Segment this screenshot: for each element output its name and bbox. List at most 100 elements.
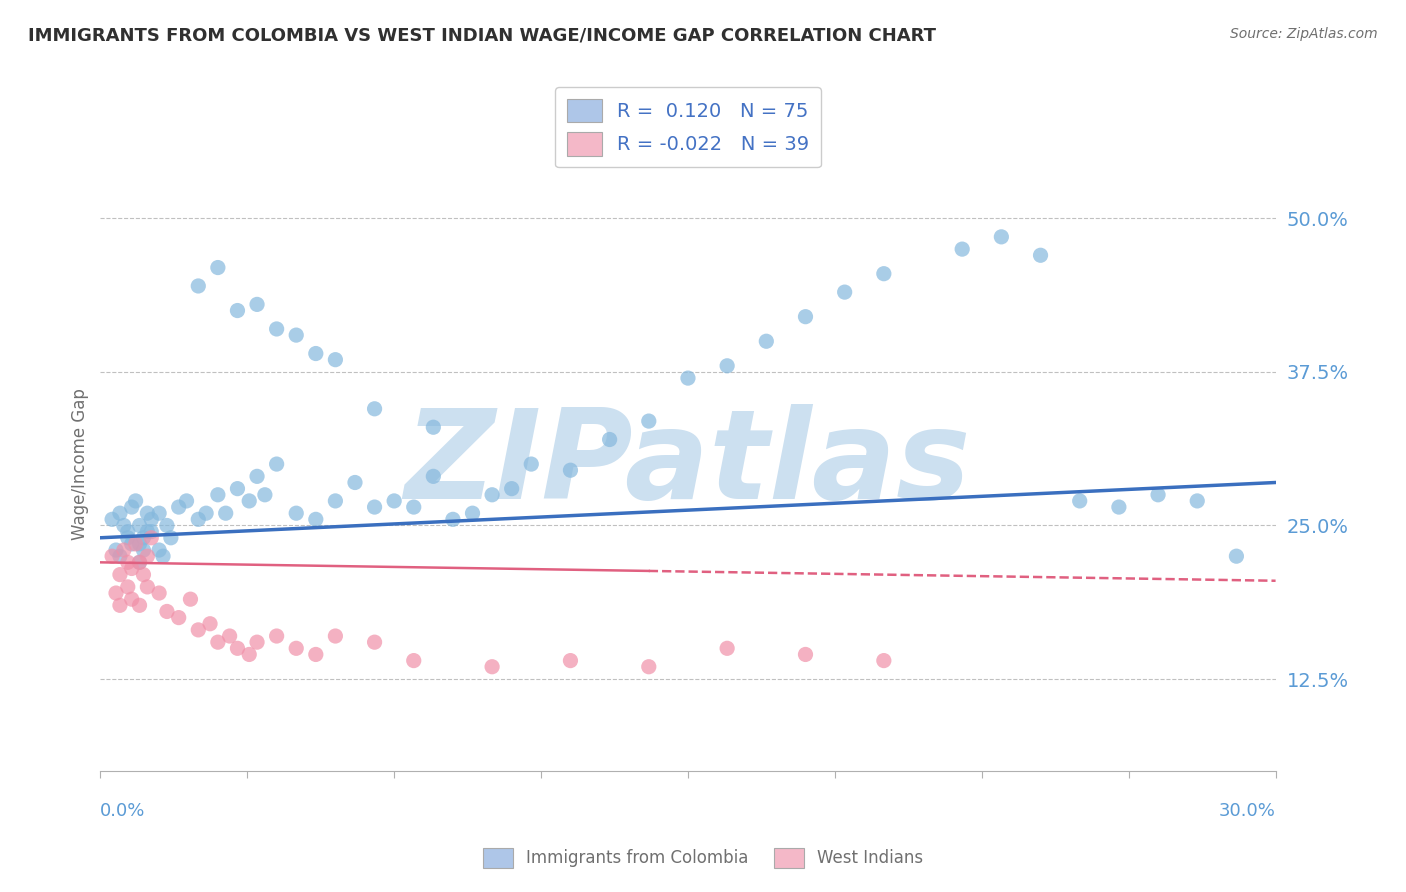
Point: [132, 543, 155, 558]
Point: [218, 629, 240, 643]
Point: [167, 610, 190, 624]
Point: [117, 524, 139, 539]
Point: [112, 518, 135, 533]
Point: [266, 322, 288, 336]
Point: [108, 506, 131, 520]
Point: [285, 506, 308, 520]
Point: [441, 512, 464, 526]
Point: [128, 537, 150, 551]
Point: [195, 506, 218, 520]
Point: [1225, 549, 1247, 564]
Point: [105, 543, 128, 558]
Point: [198, 616, 221, 631]
Point: [128, 555, 150, 569]
Point: [121, 592, 143, 607]
Point: [501, 482, 523, 496]
Point: [136, 549, 159, 564]
Point: [794, 648, 817, 662]
Point: [207, 488, 229, 502]
Point: [160, 531, 183, 545]
Point: [136, 580, 159, 594]
Point: [755, 334, 778, 349]
Point: [207, 635, 229, 649]
Point: [148, 543, 170, 558]
Point: [382, 494, 405, 508]
Point: [117, 580, 139, 594]
Point: [325, 494, 347, 508]
Point: [226, 482, 249, 496]
Point: [238, 494, 260, 508]
Point: [1108, 500, 1130, 514]
Point: [1029, 248, 1052, 262]
Point: [132, 531, 155, 545]
Point: [207, 260, 229, 275]
Legend: R =  0.120   N = 75, R = -0.022   N = 39: R = 0.120 N = 75, R = -0.022 N = 39: [555, 87, 821, 168]
Point: [117, 555, 139, 569]
Point: [873, 654, 896, 668]
Point: [950, 242, 973, 256]
Point: [136, 506, 159, 520]
Point: [117, 531, 139, 545]
Point: [363, 500, 385, 514]
Point: [873, 267, 896, 281]
Point: [253, 488, 276, 502]
Point: [305, 648, 328, 662]
Point: [128, 555, 150, 569]
Point: [141, 531, 163, 545]
Point: [156, 518, 179, 533]
Point: [187, 279, 209, 293]
Point: [121, 537, 143, 551]
Point: [343, 475, 366, 490]
Point: [132, 567, 155, 582]
Text: 0.0%: 0.0%: [100, 802, 146, 820]
Point: [105, 586, 128, 600]
Point: [794, 310, 817, 324]
Point: [305, 512, 328, 526]
Point: [167, 500, 190, 514]
Point: [676, 371, 699, 385]
Point: [226, 641, 249, 656]
Point: [108, 599, 131, 613]
Point: [187, 512, 209, 526]
Point: [285, 641, 308, 656]
Point: [124, 537, 146, 551]
Point: [121, 561, 143, 575]
Point: [266, 629, 288, 643]
Point: [422, 420, 444, 434]
Point: [179, 592, 201, 607]
Point: [716, 641, 738, 656]
Point: [148, 506, 170, 520]
Point: [305, 346, 328, 360]
Text: ZIPatlas: ZIPatlas: [405, 403, 972, 524]
Point: [402, 500, 425, 514]
Point: [141, 524, 163, 539]
Point: [285, 328, 308, 343]
Point: [187, 623, 209, 637]
Point: [560, 463, 582, 477]
Point: [363, 635, 385, 649]
Point: [226, 303, 249, 318]
Point: [325, 352, 347, 367]
Point: [112, 543, 135, 558]
Point: [461, 506, 484, 520]
Point: [121, 500, 143, 514]
Point: [246, 297, 269, 311]
Point: [108, 567, 131, 582]
Point: [599, 433, 621, 447]
Point: [101, 512, 124, 526]
Point: [716, 359, 738, 373]
Point: [101, 549, 124, 564]
Point: [990, 230, 1012, 244]
Y-axis label: Wage/Income Gap: Wage/Income Gap: [72, 388, 89, 540]
Point: [108, 549, 131, 564]
Point: [124, 494, 146, 508]
Point: [215, 506, 238, 520]
Point: [422, 469, 444, 483]
Point: [246, 469, 269, 483]
Point: [481, 488, 503, 502]
Point: [481, 659, 503, 673]
Point: [238, 648, 260, 662]
Point: [1187, 494, 1209, 508]
Point: [246, 635, 269, 649]
Point: [637, 659, 659, 673]
